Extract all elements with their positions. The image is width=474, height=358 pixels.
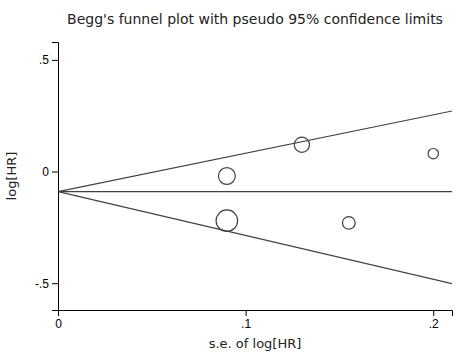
funnel-line [58,192,452,284]
chart: 0 .1 .2 -.5 0 .5 Begg's funnel plot with pseud… [0,0,474,358]
tick-mark [52,172,58,173]
tick-mark [52,60,58,61]
tick-label: 0 [55,317,62,331]
title: Begg's funnel plot with pseudo 95% confi… [67,11,443,27]
tick: 0 [42,165,58,179]
point [342,217,355,230]
tick: 0 [55,310,62,331]
y-axis: -.5 0 .5 [35,43,59,311]
point [216,210,237,231]
point [218,168,235,185]
plot: 0 .1 .2 -.5 0 .5 [35,43,453,331]
tick: .2 [429,310,439,331]
tick-mark [52,283,58,284]
marks [58,111,452,284]
axis-line [52,43,59,311]
tick: -.5 [35,277,58,291]
x-axis: 0 .1 .2 [55,310,452,331]
tick-mark [246,310,247,316]
tick-label: .5 [39,53,49,67]
tick-label: .1 [241,317,251,331]
point [294,137,309,152]
tick: .1 [241,310,251,331]
tick-mark [433,310,434,316]
y-axis-title: log[HR] [4,152,19,201]
funnel-line [58,111,452,192]
tick-label: -.5 [35,277,49,291]
point [428,149,438,159]
tick: .5 [39,53,58,67]
axis-line [59,311,453,317]
tick-label: .2 [429,317,439,331]
tick-label: 0 [42,165,49,179]
x-axis-title: s.e. of log[HR] [209,336,302,351]
pooled-effect-line [58,191,452,192]
